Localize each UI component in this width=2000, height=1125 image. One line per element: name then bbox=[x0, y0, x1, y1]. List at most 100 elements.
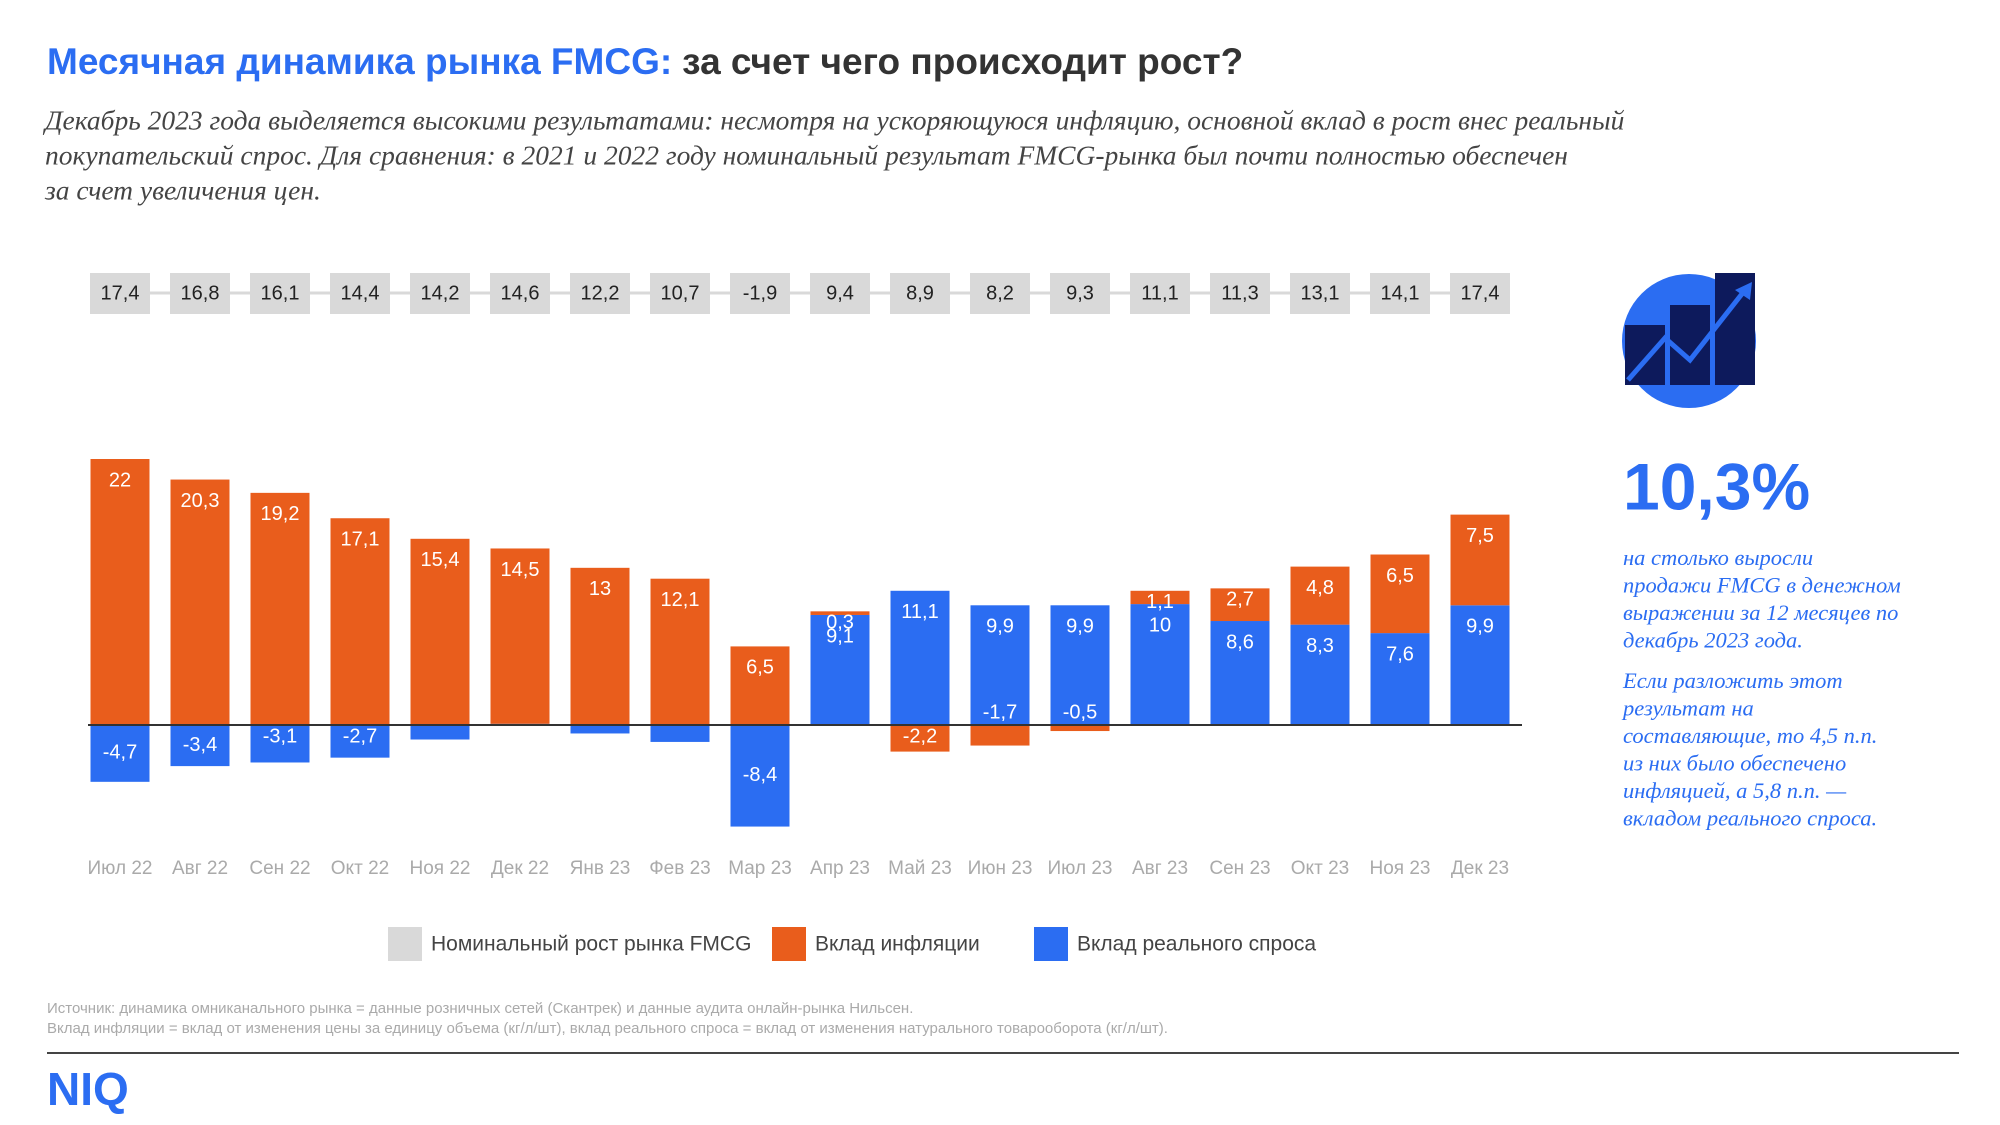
nominal-label: 10,7 bbox=[661, 282, 700, 304]
value-label: 19,2 bbox=[261, 503, 300, 525]
nominal-box bbox=[810, 273, 870, 314]
subtitle: Декабрь 2023 года выделяется высокими ре… bbox=[42, 104, 1625, 135]
bar-segment bbox=[1050, 725, 1110, 732]
value-label: 14,5 bbox=[501, 559, 540, 581]
panel-text: Если разложить этот bbox=[1622, 668, 1843, 693]
nominal-label: 8,9 bbox=[906, 282, 934, 304]
x-tick-label: Май 23 bbox=[888, 858, 952, 879]
x-tick-label: Мар 23 bbox=[728, 858, 792, 879]
panel-text: на столько выросли bbox=[1623, 545, 1813, 570]
nominal-label: 8,2 bbox=[986, 282, 1014, 304]
nominal-label: 14,6 bbox=[501, 282, 540, 304]
bar-segment bbox=[810, 611, 870, 615]
x-tick-label: Июл 23 bbox=[1048, 858, 1113, 879]
value-label: 10 bbox=[1149, 614, 1171, 636]
nominal-label: 16,8 bbox=[181, 282, 220, 304]
nominal-label: 11,3 bbox=[1221, 282, 1258, 304]
bar-segment bbox=[1130, 590, 1190, 605]
value-label: 15,4 bbox=[421, 549, 460, 571]
bar-segment bbox=[410, 538, 470, 725]
bar-segment bbox=[330, 725, 390, 758]
bar-segment bbox=[970, 725, 1030, 746]
value-label: -2,7 bbox=[343, 725, 377, 747]
source: Источник: динамика омниканального рынка … bbox=[47, 1000, 913, 1017]
nominal-box bbox=[330, 273, 390, 314]
icon bbox=[1622, 273, 1756, 408]
legend-label: Вклад инфляции bbox=[815, 933, 980, 956]
panel-text: вкладом реального спроса. bbox=[1623, 806, 1877, 831]
nominal-box bbox=[170, 273, 230, 314]
value-label: -4,7 bbox=[103, 742, 137, 764]
nominal-box bbox=[1450, 273, 1510, 314]
value-label: -2,2 bbox=[903, 725, 937, 747]
bar-segment bbox=[650, 578, 710, 725]
nominal-box bbox=[570, 273, 630, 314]
nominal-label: 12,2 bbox=[581, 282, 620, 304]
x-tick-label: Авг 22 bbox=[172, 858, 228, 879]
bar-segment bbox=[250, 492, 310, 725]
x-tick-label: Ноя 23 bbox=[1370, 858, 1431, 879]
value-label: 4,8 bbox=[1306, 577, 1334, 599]
subtitle: покупательский спрос. Для сравнения: в 2… bbox=[45, 139, 1568, 170]
nominal-label: 16,1 bbox=[261, 282, 300, 304]
panel-text: из них было обеспечено bbox=[1623, 751, 1846, 776]
bar-segment bbox=[170, 479, 230, 725]
value-label: 2,7 bbox=[1226, 589, 1254, 611]
nominal-label: 14,2 bbox=[421, 282, 460, 304]
value-label: 6,5 bbox=[1386, 565, 1414, 587]
nominal-box bbox=[1210, 273, 1270, 314]
value-label: 9,9 bbox=[1066, 616, 1094, 638]
x-tick-label: Ноя 22 bbox=[410, 858, 471, 879]
x-tick-label: Сен 22 bbox=[249, 858, 310, 879]
nominal-box bbox=[1130, 273, 1190, 314]
nominal-box bbox=[250, 273, 310, 314]
value-label: -3,4 bbox=[183, 734, 217, 756]
subtitle: за счет увеличения цен. bbox=[44, 174, 321, 205]
nominal-box bbox=[1370, 273, 1430, 314]
x-tick-label: Фев 23 bbox=[649, 858, 711, 879]
value-label: 9,1 bbox=[826, 625, 854, 647]
panel-text: результат на bbox=[1621, 696, 1754, 721]
x-tick-label: Апр 23 bbox=[810, 858, 870, 879]
title-rest: за счет чего происходит рост? bbox=[682, 41, 1243, 82]
value-label: 6,5 bbox=[746, 657, 774, 679]
bar-segment bbox=[1370, 633, 1430, 725]
bar-segment bbox=[730, 646, 790, 725]
value-label: 22 bbox=[109, 469, 131, 491]
value-label: 7,6 bbox=[1386, 643, 1414, 665]
bar-segment bbox=[730, 725, 790, 827]
bar-segment bbox=[570, 725, 630, 734]
bar-segment bbox=[1050, 605, 1110, 725]
legend-label: Вклад реального спроса bbox=[1077, 933, 1316, 956]
x-tick-label: Дек 22 bbox=[491, 858, 549, 879]
value-label: -8,4 bbox=[743, 764, 777, 786]
nominal-label: 9,3 bbox=[1066, 282, 1094, 304]
bar-segment bbox=[970, 605, 1030, 725]
bar-segment bbox=[1210, 621, 1270, 725]
value-label: 11,1 bbox=[901, 601, 938, 623]
bar-segment bbox=[1450, 514, 1510, 606]
source: Вклад инфляции = вклад от изменения цены… bbox=[47, 1020, 1168, 1037]
bar-segment bbox=[410, 725, 470, 740]
bar-segment bbox=[250, 725, 310, 763]
bar-segment bbox=[1130, 604, 1190, 725]
nominal-box bbox=[970, 273, 1030, 314]
bar-segment bbox=[890, 590, 950, 725]
value-label: 1,1 bbox=[1146, 591, 1174, 613]
nominal-label: 13,1 bbox=[1301, 282, 1340, 304]
legend-swatch bbox=[1034, 927, 1068, 961]
bar-segment bbox=[570, 567, 630, 725]
value-label: 13 bbox=[589, 578, 611, 600]
nominal-box bbox=[410, 273, 470, 314]
value-label: -1,7 bbox=[983, 701, 1017, 723]
bar-segment bbox=[90, 459, 150, 725]
nominal-box bbox=[650, 273, 710, 314]
title: Месячная динамика рынка FMCG: за счет чег… bbox=[47, 41, 1243, 82]
nominal-label: 14,4 bbox=[341, 282, 380, 304]
nominal-box bbox=[890, 273, 950, 314]
bar-segment bbox=[330, 518, 390, 725]
value-label: 9,9 bbox=[986, 616, 1014, 638]
x-tick-label: Июн 23 bbox=[968, 858, 1033, 879]
nominal-box bbox=[1290, 273, 1350, 314]
